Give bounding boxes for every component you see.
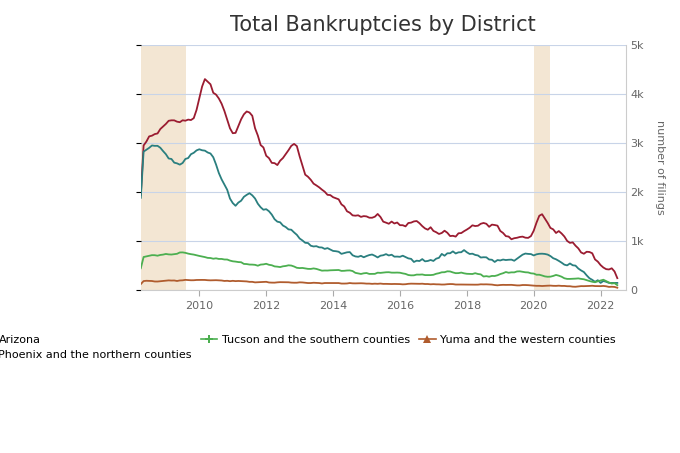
Bar [141, 45, 186, 290]
Title: Total Bankruptcies by District: Total Bankruptcies by District [231, 15, 536, 35]
Y-axis label: number of filings: number of filings [655, 120, 665, 215]
Bar [534, 45, 550, 290]
Legend: Arizona, Phoenix and the northern counties, Tucson and the southern counties, Yu: Arizona, Phoenix and the northern counti… [0, 330, 620, 365]
